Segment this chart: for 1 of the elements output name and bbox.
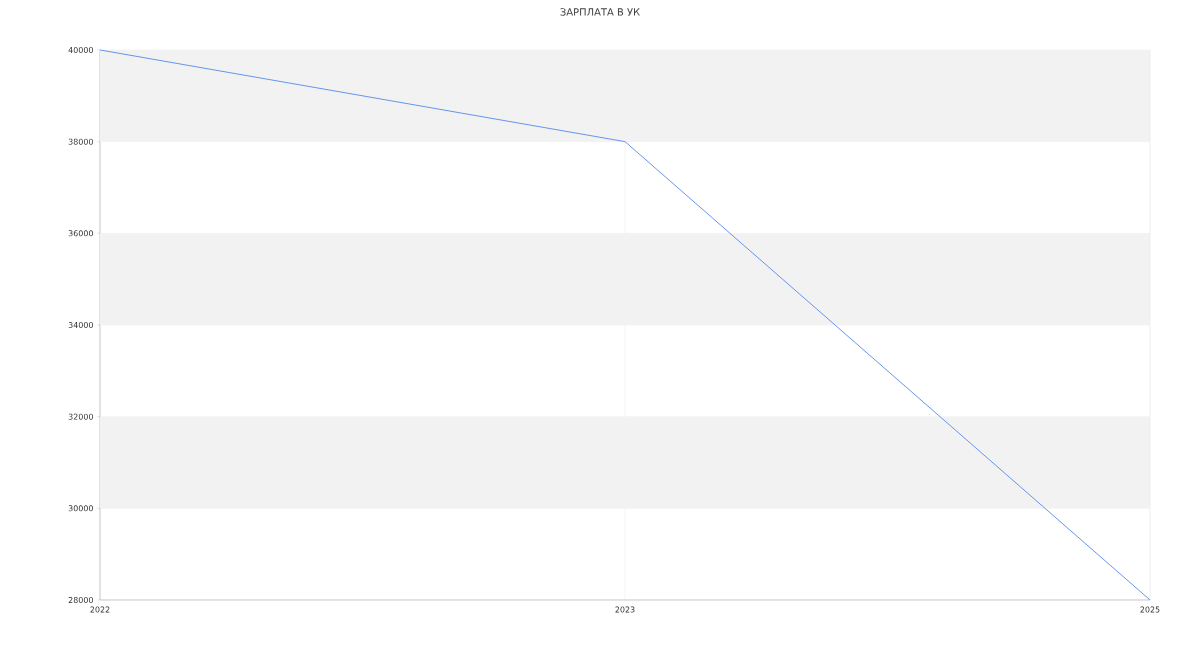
chart-title: ЗАРПЛАТА В УК	[560, 8, 640, 16]
